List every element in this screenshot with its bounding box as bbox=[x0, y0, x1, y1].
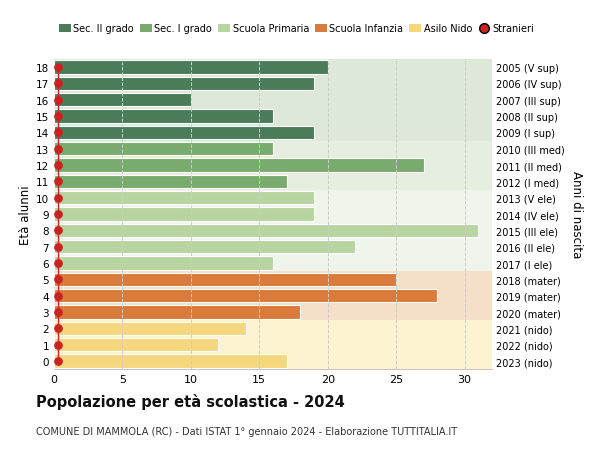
Point bbox=[53, 341, 63, 349]
Bar bbox=[54, 190, 492, 207]
Y-axis label: Età alunni: Età alunni bbox=[19, 185, 32, 244]
Bar bbox=[54, 191, 314, 205]
Text: COMUNE DI MAMMOLA (RC) - Dati ISTAT 1° gennaio 2024 - Elaborazione TUTTITALIA.IT: COMUNE DI MAMMOLA (RC) - Dati ISTAT 1° g… bbox=[36, 426, 457, 436]
Bar bbox=[54, 304, 492, 320]
Bar bbox=[54, 322, 245, 336]
Point bbox=[53, 195, 63, 202]
Point bbox=[53, 325, 63, 332]
Point bbox=[53, 146, 63, 153]
Bar bbox=[54, 109, 492, 125]
Point bbox=[53, 260, 63, 267]
Bar bbox=[54, 125, 492, 141]
Point bbox=[53, 309, 63, 316]
Point bbox=[53, 211, 63, 218]
Point bbox=[53, 292, 63, 300]
Bar bbox=[54, 241, 355, 254]
Point bbox=[53, 276, 63, 284]
Bar bbox=[54, 255, 492, 272]
Point bbox=[53, 97, 63, 104]
Bar bbox=[54, 159, 424, 172]
Point bbox=[53, 244, 63, 251]
Text: Popolazione per età scolastica - 2024: Popolazione per età scolastica - 2024 bbox=[36, 393, 345, 409]
Bar bbox=[54, 157, 492, 174]
Bar bbox=[54, 60, 492, 76]
Point bbox=[53, 113, 63, 120]
Bar bbox=[54, 61, 328, 74]
Bar bbox=[54, 92, 492, 109]
Bar bbox=[54, 126, 314, 140]
Point bbox=[53, 178, 63, 185]
Point bbox=[53, 227, 63, 235]
Bar bbox=[54, 175, 287, 189]
Bar bbox=[54, 78, 314, 91]
Bar bbox=[54, 207, 492, 223]
Point bbox=[53, 64, 63, 72]
Bar bbox=[54, 224, 478, 238]
Bar bbox=[54, 110, 273, 123]
Bar bbox=[54, 76, 492, 92]
Point bbox=[53, 358, 63, 365]
Bar bbox=[54, 320, 492, 337]
Point bbox=[53, 80, 63, 88]
Y-axis label: Anni di nascita: Anni di nascita bbox=[571, 171, 583, 258]
Bar bbox=[54, 290, 437, 303]
Bar bbox=[54, 141, 492, 157]
Bar bbox=[54, 306, 301, 319]
Bar bbox=[54, 338, 218, 352]
Bar bbox=[54, 239, 492, 255]
Bar bbox=[54, 223, 492, 239]
Point bbox=[53, 162, 63, 169]
Bar bbox=[54, 337, 492, 353]
Bar bbox=[54, 174, 492, 190]
Bar bbox=[54, 143, 273, 156]
Point bbox=[53, 129, 63, 137]
Bar bbox=[54, 353, 492, 369]
Bar bbox=[54, 257, 273, 270]
Bar bbox=[54, 355, 287, 368]
Bar bbox=[54, 208, 314, 221]
Bar bbox=[54, 273, 396, 286]
Bar bbox=[54, 272, 492, 288]
Bar bbox=[54, 94, 191, 107]
Legend: Sec. II grado, Sec. I grado, Scuola Primaria, Scuola Infanzia, Asilo Nido, Stran: Sec. II grado, Sec. I grado, Scuola Prim… bbox=[59, 24, 535, 34]
Bar bbox=[54, 288, 492, 304]
